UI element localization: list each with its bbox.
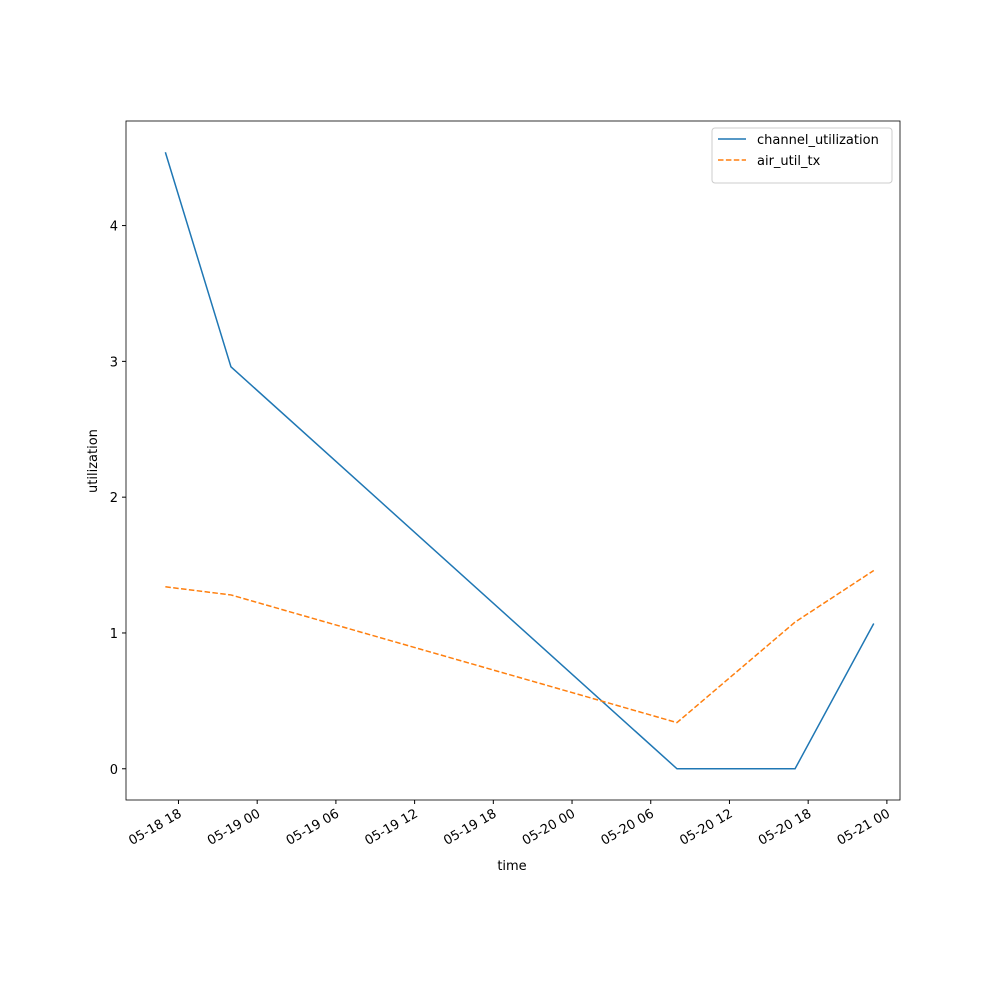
x-tick-label: 05-21 00 [835, 806, 893, 848]
x-tick-label: 05-19 18 [441, 806, 499, 848]
y-axis-label: utilization [86, 429, 101, 493]
x-tick-label: 05-18 18 [126, 806, 184, 848]
x-tick-label: 05-20 18 [756, 806, 814, 848]
x-tick-label: 05-20 06 [599, 806, 657, 848]
y-tick-label: 0 [110, 763, 118, 778]
x-axis-label: time [497, 859, 526, 874]
x-tick-label: 05-19 06 [284, 806, 342, 848]
plot-frame [125, 120, 901, 801]
y-tick-label: 1 [110, 627, 118, 642]
series-line [165, 569, 875, 724]
legend-label: air_util_tx [757, 154, 821, 169]
legend-label: channel_utilization [757, 133, 879, 148]
legend: channel_utilization air_util_tx [711, 127, 893, 184]
series-line [164, 152, 875, 770]
legend-box [711, 127, 893, 184]
x-tick-label: 05-20 00 [520, 806, 578, 848]
y-tick-label: 2 [110, 491, 118, 506]
y-tick-label: 3 [110, 355, 118, 370]
x-tick-label: 05-19 00 [205, 806, 263, 848]
y-tick-label: 4 [110, 220, 118, 235]
x-tick-label: 05-19 12 [362, 806, 420, 848]
x-tick-label: 05-20 12 [677, 806, 735, 848]
